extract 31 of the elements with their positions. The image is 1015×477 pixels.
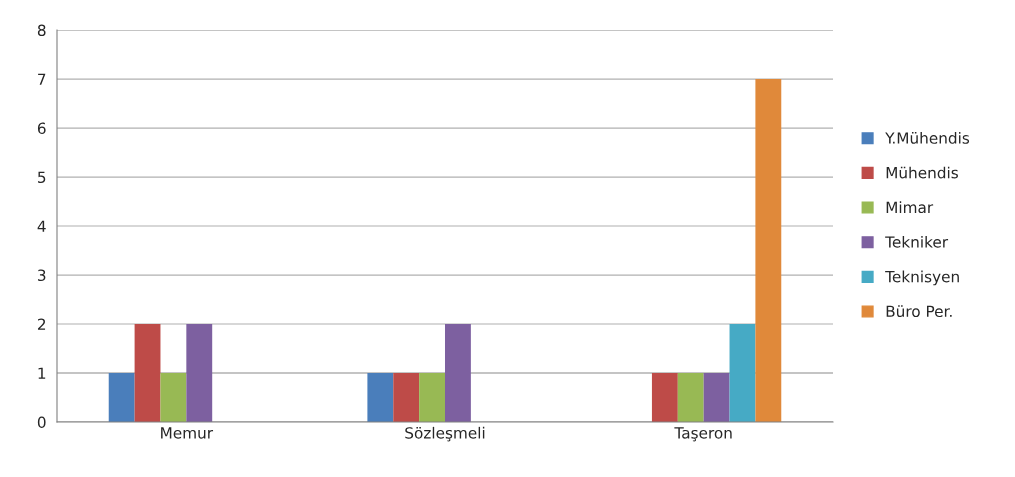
bar: [703, 373, 730, 422]
bar: [186, 324, 213, 422]
bar: [393, 373, 420, 422]
bar: [729, 324, 756, 422]
x-tick-label: Memur: [161, 427, 214, 439]
bar: [677, 373, 704, 422]
bar: [651, 373, 678, 422]
bar: [134, 324, 161, 422]
bar: [108, 373, 135, 422]
legend-label: Tekniker: [885, 235, 949, 248]
legend-label: Teknisyen: [885, 270, 959, 286]
x-tick-label: Taşeron: [674, 427, 732, 442]
bar: [160, 373, 187, 422]
bar: [367, 373, 394, 422]
y-tick-label: 0: [37, 416, 46, 429]
bar: [419, 373, 445, 422]
bar: [755, 79, 782, 422]
y-tick-label: 5: [38, 171, 46, 184]
legend-label: Y.Mühendis: [885, 131, 970, 144]
y-tick-label: 8: [37, 24, 46, 37]
bar: [445, 324, 471, 422]
y-tick-label: 2: [37, 318, 46, 330]
y-tick-label: 3: [38, 269, 46, 282]
legend-label: Mühendis: [886, 166, 958, 179]
y-tick-label: 1: [38, 367, 46, 379]
y-tick-label: 6: [37, 122, 46, 135]
legend-label: Büro Per.: [886, 305, 952, 318]
x-tick-label: Sözleşmeli: [405, 426, 485, 442]
legend-label: Mimar: [886, 201, 934, 214]
y-tick-label: 4: [37, 220, 46, 232]
y-tick-label: 7: [38, 73, 46, 85]
